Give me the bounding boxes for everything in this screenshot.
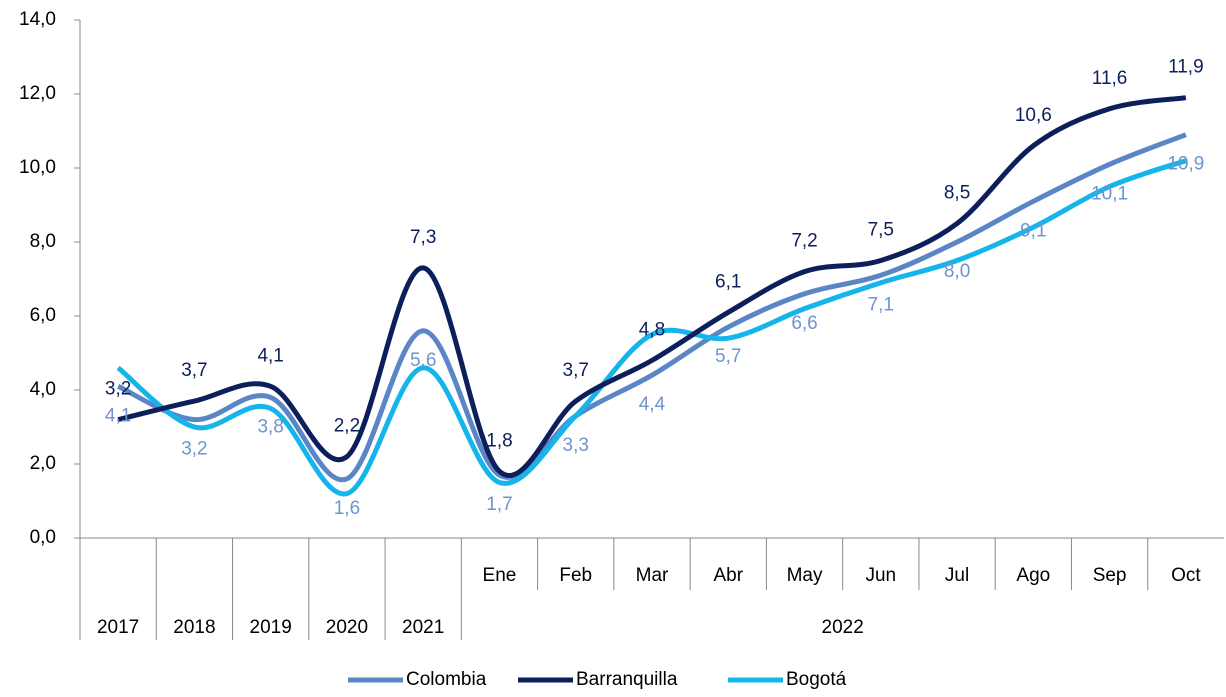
data-label: 10,9: [1167, 154, 1204, 175]
x-tick-label: Abr: [713, 565, 743, 586]
x-tick-label: 2020: [326, 617, 368, 638]
data-label: 3,8: [257, 416, 283, 437]
data-label: 6,1: [715, 271, 741, 292]
data-label: 1,8: [486, 430, 512, 451]
data-label: 4,8: [639, 319, 665, 340]
data-label: 3,7: [181, 360, 207, 381]
x-tick-label: Oct: [1171, 565, 1201, 586]
data-label: 11,9: [1168, 57, 1204, 78]
x-tick-label: Jun: [865, 565, 896, 586]
data-label: 5,7: [715, 346, 741, 367]
data-label: 3,2: [181, 439, 207, 460]
data-label: 2,2: [334, 416, 360, 437]
y-tick-label: 6,0: [30, 305, 56, 326]
x-tick-label: Ago: [1016, 565, 1050, 586]
y-tick-label: 4,0: [30, 379, 56, 400]
x-tick-label: Ene: [483, 565, 517, 586]
line-series: [117, 132, 1187, 483]
data-label: 4,1: [257, 345, 283, 366]
legend-label: Bogotá: [786, 669, 847, 690]
data-label: 8,0: [944, 261, 970, 282]
data-label: 10,1: [1091, 183, 1128, 204]
x-tick-label: Jul: [945, 565, 969, 586]
group-label: 2022: [822, 617, 864, 638]
data-label: 7,5: [868, 220, 894, 241]
x-tick-label: Mar: [636, 565, 669, 586]
x-tick-label: May: [787, 565, 823, 586]
line-series: [116, 158, 1187, 497]
y-tick-label: 0,0: [30, 527, 56, 548]
data-label: 7,3: [410, 227, 436, 248]
data-label: 4,4: [639, 394, 666, 415]
line-series: [117, 95, 1187, 478]
x-tick-label: 2018: [173, 617, 215, 638]
data-label: 8,5: [944, 183, 970, 204]
y-tick-label: 10,0: [19, 157, 56, 178]
data-label: 7,2: [791, 231, 817, 252]
data-label: 1,7: [486, 494, 512, 515]
data-label: 3,7: [563, 360, 589, 381]
data-label: 6,6: [791, 313, 817, 334]
legend-label: Barranquilla: [576, 669, 678, 690]
data-label: 7,1: [868, 294, 894, 315]
y-tick-label: 8,0: [30, 231, 56, 252]
data-label: 1,6: [334, 498, 360, 519]
data-label: 9,1: [1020, 220, 1046, 241]
x-tick-label: 2021: [402, 617, 444, 638]
data-label: 3,2: [105, 379, 131, 400]
y-tick-label: 14,0: [19, 9, 56, 30]
legend-label: Colombia: [406, 669, 487, 690]
data-label: 5,6: [410, 350, 436, 371]
x-tick-label: 2017: [97, 617, 139, 638]
x-tick-label: Sep: [1093, 565, 1127, 586]
y-tick-label: 12,0: [19, 83, 56, 104]
data-label: 4,1: [105, 405, 131, 426]
data-label: 11,6: [1092, 68, 1128, 89]
data-label: 10,6: [1015, 105, 1052, 126]
x-tick-label: Feb: [559, 565, 592, 586]
x-tick-label: 2019: [250, 617, 292, 638]
y-tick-label: 2,0: [30, 453, 56, 474]
data-label: 3,3: [563, 435, 589, 456]
